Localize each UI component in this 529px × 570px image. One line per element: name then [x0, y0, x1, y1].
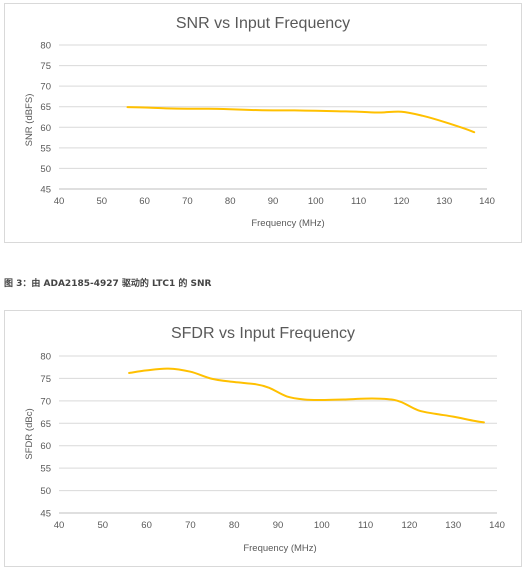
y-tick-label: 65	[40, 102, 51, 113]
x-tick-label: 80	[229, 520, 240, 531]
x-axis-label: Frequency (MHz)	[251, 218, 324, 229]
x-tick-label: 130	[445, 520, 461, 531]
x-tick-label: 70	[182, 196, 193, 207]
x-tick-label: 100	[314, 520, 330, 531]
x-tick-label: 110	[358, 520, 373, 531]
y-tick-label: 60	[40, 441, 51, 452]
x-tick-label: 120	[401, 520, 417, 531]
figure-caption: 图 3：由 ADA2185-4927 驱动的 LTC1 的 SNR	[4, 279, 212, 289]
y-tick-label: 50	[40, 486, 51, 497]
y-tick-label: 75	[40, 61, 51, 72]
x-tick-label: 120	[393, 196, 409, 207]
chart-title: SFDR vs Input Frequency	[171, 325, 355, 342]
snr-chart: SNR vs Input Frequency 4550556065707580 …	[24, 15, 495, 229]
x-tick-label: 100	[308, 196, 324, 207]
x-tick-label: 50	[97, 196, 108, 207]
x-axis-label: Frequency (MHz)	[243, 543, 316, 554]
x-tick-label: 140	[489, 520, 505, 531]
x-tick-label: 90	[268, 196, 279, 207]
sfdr-chart-panel: SFDR vs Input Frequency 45 50 55 60 65 70 75 80…	[4, 310, 522, 567]
chart-title: SNR vs Input Frequency	[176, 15, 350, 32]
y-axis-label: SNR (dBFS)	[24, 94, 35, 147]
y-tick-label: 70	[40, 82, 51, 93]
y-tick-label: 55	[40, 464, 51, 475]
x-tick-label: 60	[141, 520, 152, 531]
y-tick-label: 65	[40, 419, 51, 430]
x-tick-label: 50	[98, 520, 109, 531]
y-tick-label: 45	[40, 509, 51, 520]
y-axis-label: SFDR (dBc)	[24, 408, 35, 459]
x-tick-label: 60	[139, 196, 150, 207]
snr-chart-panel: SNR vs Input Frequency 45 50 55 60 65 70 75 80 …	[4, 3, 522, 243]
y-tick-label: 80	[40, 352, 51, 363]
series-line	[128, 367, 485, 424]
y-tick-label: 55	[40, 143, 51, 154]
x-tick-label: 110	[351, 196, 366, 207]
y-tick-label: 75	[40, 374, 51, 385]
x-tick-label: 140	[479, 196, 495, 207]
x-tick-label: 40	[54, 520, 65, 531]
y-tick-label: 80	[40, 41, 51, 52]
y-tick-label: 60	[40, 123, 51, 134]
y-tick-label: 45	[40, 185, 51, 196]
x-tick-label: 90	[273, 520, 284, 531]
x-tick-label: 40	[54, 196, 65, 207]
y-tick-label: 70	[40, 396, 51, 407]
x-tick-label: 70	[185, 520, 196, 531]
series-line	[126, 106, 476, 134]
x-tick-label: 130	[436, 196, 452, 207]
sfdr-chart: SFDR vs Input Frequency 45 50 55 60 65 70 75 80…	[24, 325, 505, 554]
x-tick-label: 80	[225, 196, 236, 207]
y-tick-label: 50	[40, 164, 51, 175]
